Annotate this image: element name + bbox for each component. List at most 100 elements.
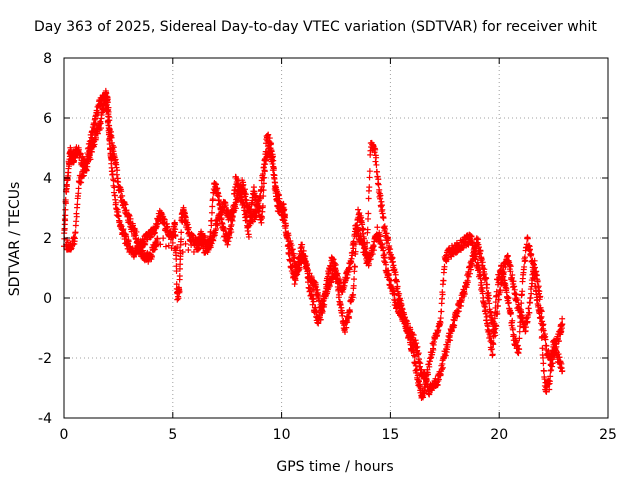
data-point xyxy=(222,202,229,209)
data-point xyxy=(516,328,523,335)
data-point xyxy=(157,241,164,248)
data-point xyxy=(135,236,142,243)
data-point xyxy=(369,251,376,258)
data-point xyxy=(485,323,492,330)
data-point xyxy=(557,358,564,365)
data-point xyxy=(321,301,328,308)
data-point xyxy=(337,302,344,309)
data-point xyxy=(110,177,117,184)
data-point xyxy=(559,368,566,375)
data-point xyxy=(70,234,77,241)
data-point xyxy=(304,268,311,275)
data-point xyxy=(350,282,357,289)
data-point xyxy=(365,210,372,217)
data-point xyxy=(226,234,233,241)
data-point xyxy=(507,262,514,269)
data-point xyxy=(75,146,82,153)
data-point xyxy=(294,266,301,273)
data-point xyxy=(153,221,160,228)
data-point xyxy=(527,294,534,301)
data-point xyxy=(253,193,260,200)
y-tick-label: -4 xyxy=(38,411,52,427)
y-tick-labels: -4 -2 0 2 4 6 8 xyxy=(38,51,52,427)
data-point xyxy=(121,200,128,207)
data-point xyxy=(113,164,120,171)
data-point xyxy=(439,364,446,371)
data-point xyxy=(260,180,267,187)
data-point xyxy=(526,242,533,249)
data-point xyxy=(438,308,445,315)
data-point xyxy=(174,244,181,251)
data-point xyxy=(476,266,483,273)
data-point xyxy=(323,285,330,292)
y-axis-label: SDTVAR / TECUs xyxy=(7,182,23,297)
data-point xyxy=(491,326,498,333)
data-point xyxy=(382,226,389,233)
data-point xyxy=(229,217,236,224)
data-point xyxy=(290,250,297,257)
data-point xyxy=(335,286,342,293)
data-point xyxy=(373,161,380,168)
series-1 xyxy=(63,87,566,401)
data-point xyxy=(526,309,533,316)
data-point xyxy=(240,199,247,206)
data-point xyxy=(215,190,222,197)
data-point xyxy=(558,328,565,335)
data-point xyxy=(540,367,547,374)
data-point xyxy=(319,308,326,315)
data-point xyxy=(377,233,384,240)
data-point xyxy=(439,295,446,302)
data-point xyxy=(97,125,104,132)
data-point xyxy=(380,215,387,222)
data-point xyxy=(490,333,497,340)
data-point xyxy=(514,342,521,349)
data-point xyxy=(300,247,307,254)
data-point xyxy=(378,198,385,205)
data-point xyxy=(62,217,69,224)
data-point xyxy=(540,360,547,367)
data-point xyxy=(528,290,535,297)
data-point xyxy=(509,317,516,324)
data-point xyxy=(301,258,308,265)
data-point xyxy=(336,291,343,298)
data-point xyxy=(365,215,372,222)
data-point xyxy=(350,245,357,252)
data-point xyxy=(352,241,359,248)
data-point xyxy=(106,117,113,124)
data-point xyxy=(269,154,276,161)
data-point xyxy=(289,246,296,253)
data-point xyxy=(261,168,268,175)
data-point xyxy=(495,296,502,303)
data-point xyxy=(299,241,306,248)
data-point xyxy=(479,290,486,297)
data-point xyxy=(484,281,491,288)
data-point xyxy=(182,240,189,247)
data-point xyxy=(245,233,252,240)
data-point xyxy=(377,192,384,199)
data-point xyxy=(425,371,432,378)
data-point xyxy=(269,160,276,167)
data-point xyxy=(322,288,329,295)
data-point xyxy=(530,260,537,267)
data-point xyxy=(547,361,554,368)
data-point xyxy=(91,141,98,148)
data-point xyxy=(282,223,289,230)
data-point xyxy=(373,154,380,161)
data-point xyxy=(291,254,298,261)
data-point xyxy=(208,209,215,216)
data-point xyxy=(467,266,474,273)
data-point xyxy=(492,299,499,306)
data-point xyxy=(524,235,531,242)
data-point xyxy=(241,203,248,210)
x-tick-labels: 0 5 10 15 20 25 xyxy=(60,427,617,443)
data-point xyxy=(176,273,183,280)
data-point xyxy=(556,354,563,361)
data-point xyxy=(359,225,366,232)
data-point xyxy=(265,131,272,138)
data-point xyxy=(352,248,359,255)
data-point xyxy=(430,346,437,353)
data-point xyxy=(396,290,403,297)
data-point xyxy=(412,337,419,344)
data-point xyxy=(148,253,155,260)
data-point xyxy=(471,245,478,252)
